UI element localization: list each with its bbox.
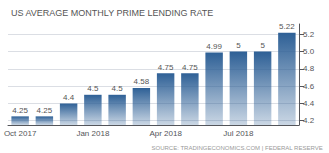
svg-text:5.0: 5.0: [303, 47, 315, 56]
svg-text:4.2: 4.2: [303, 116, 315, 125]
svg-text:4.75: 4.75: [158, 63, 174, 72]
svg-text:4.5: 4.5: [112, 84, 124, 93]
svg-text:5: 5: [236, 41, 241, 50]
svg-text:4.8: 4.8: [303, 64, 315, 73]
svg-text:Jan 2018: Jan 2018: [76, 129, 109, 138]
svg-text:5.22: 5.22: [279, 22, 295, 31]
svg-text:4.75: 4.75: [182, 63, 198, 72]
svg-text:5: 5: [260, 41, 265, 50]
svg-text:4.25: 4.25: [12, 106, 28, 115]
svg-text:4.99: 4.99: [206, 42, 222, 51]
svg-text:4.58: 4.58: [134, 77, 150, 86]
svg-text:Oct 2017: Oct 2017: [4, 129, 37, 138]
svg-text:4.4: 4.4: [303, 99, 315, 108]
svg-text:4.4: 4.4: [63, 93, 75, 102]
svg-text:4.6: 4.6: [303, 82, 315, 91]
svg-text:5.2: 5.2: [303, 30, 315, 39]
svg-text:US AVERAGE MONTHLY PRIME LENDI: US AVERAGE MONTHLY PRIME LENDING RATE: [11, 8, 213, 18]
svg-text:Apr 2018: Apr 2018: [149, 129, 182, 138]
svg-text:SOURCE: TRADINGECONOMICS.COM |: SOURCE: TRADINGECONOMICS.COM | FEDERAL R…: [152, 145, 323, 151]
svg-text:Jul 2018: Jul 2018: [223, 129, 254, 138]
svg-text:4.25: 4.25: [37, 106, 53, 115]
svg-text:4.5: 4.5: [87, 84, 99, 93]
